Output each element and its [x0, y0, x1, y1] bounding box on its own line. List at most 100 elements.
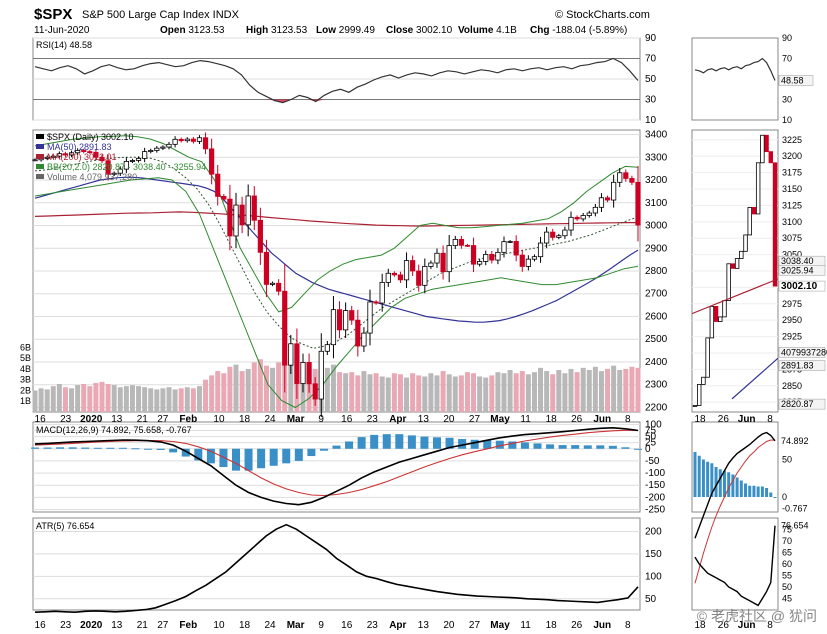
volume-bar [538, 367, 544, 412]
volume-bar [361, 371, 367, 412]
macd-tick: -100 [645, 468, 665, 479]
pane-frame-macd [32, 421, 641, 513]
rsi-tick: 90 [645, 33, 657, 44]
macd-histogram-bar [244, 448, 253, 471]
volume-bar [416, 375, 422, 412]
macd-tick: 0 [645, 444, 651, 455]
volume-bar [464, 372, 470, 412]
x-tick-label: 11 [520, 620, 531, 631]
volume-bar [343, 373, 349, 412]
x-tick-label: Apr [389, 620, 406, 631]
macd-histogram-bar [131, 448, 140, 450]
volume-bar [525, 374, 531, 412]
x-tick-label: 13 [418, 414, 430, 425]
zoom-candle-body [751, 206, 757, 215]
zoom-macd-tag: 74.892 [781, 436, 809, 446]
zoom-macd-bar [714, 467, 718, 497]
macd-histogram-bar [68, 447, 77, 449]
volume-bar [263, 365, 269, 412]
price-tick: 2600 [645, 311, 668, 322]
x-tick-label: Mar [287, 414, 305, 425]
ma200-line [34, 211, 638, 227]
volume-bar [495, 372, 501, 412]
candle-body [434, 252, 440, 264]
volume-bar [276, 362, 282, 412]
zoom-price-tick: 2950 [782, 315, 802, 325]
volume-bar [129, 385, 135, 412]
zoom-macd-bar [727, 472, 731, 497]
macd-histogram-bar [571, 445, 580, 449]
macd-histogram-bar [558, 445, 567, 449]
candle-body [525, 258, 531, 267]
zoom-macd-bar [748, 485, 752, 497]
zoom-macd-bar [693, 452, 697, 497]
x-tick-label: 20 [443, 414, 455, 425]
volume-bar [93, 382, 99, 412]
candle-body [166, 143, 172, 148]
price-tick: 2400 [645, 357, 668, 368]
x-tick-label: Mar [287, 620, 305, 631]
volume-bar [373, 373, 379, 412]
macd-histogram-bar [345, 441, 354, 449]
zoom-ma200-line [691, 278, 779, 315]
candle-body [531, 256, 538, 260]
candle-body [172, 138, 178, 145]
volume-bar [184, 387, 190, 412]
volume-bar [562, 373, 568, 412]
candle-body [623, 172, 629, 179]
volume-tick: 1B [20, 396, 31, 406]
candle-body [519, 254, 525, 267]
zoom-candle-body [730, 263, 736, 269]
zoom-atr-tick: 55 [782, 571, 792, 581]
volume-bar [117, 387, 123, 412]
volume-bar [635, 367, 641, 412]
volume-bar [203, 379, 209, 412]
macd-histogram-bar [294, 448, 303, 461]
x-tick-label: 21 [137, 414, 149, 425]
x-tick-label: 23 [60, 414, 72, 425]
volume-bar [87, 386, 93, 412]
volume-bar [489, 375, 495, 412]
macd-histogram-bar [420, 436, 429, 449]
volume-bar [75, 385, 81, 412]
atr-tick: 100 [645, 571, 662, 582]
zoom-candle-body [709, 306, 715, 339]
rsi-title: RSI(14) 48.58 [36, 40, 92, 50]
candle-body [483, 253, 489, 262]
candle-body [56, 153, 62, 157]
volume-bar [32, 390, 38, 412]
volume-bar [69, 388, 75, 412]
x-tick-label: May [490, 414, 510, 425]
macd-histogram-bar [634, 448, 642, 450]
quote-low: Low 2999.49 [316, 25, 375, 36]
zoom-candle-body [705, 337, 710, 378]
rsi-line [34, 57, 639, 104]
zoom-price-tick: 3075 [782, 233, 802, 243]
x-tick-label: 24 [265, 620, 277, 631]
atr-tick: 50 [645, 594, 657, 605]
volume-bar [190, 388, 196, 412]
macd-tick: -200 [645, 492, 665, 503]
quote-close: Close 3002.10 [386, 25, 453, 36]
x-tick-label: 16 [341, 414, 353, 425]
zoom-macd-bar [773, 497, 777, 498]
candle-body [416, 270, 422, 286]
volume-bar [172, 389, 178, 412]
candle-body [598, 197, 605, 208]
zoom-macd-bar [765, 488, 769, 497]
source-credit[interactable]: © StockCharts.com [555, 9, 650, 21]
candle-body [75, 150, 81, 154]
candle-body [190, 138, 196, 142]
volume-bar [410, 373, 416, 412]
zoom-candle-body [739, 250, 744, 259]
atr-title: ATR(5) 76.654 [36, 521, 94, 531]
atr-tick: 200 [645, 526, 662, 537]
x-tick-label: 23 [367, 414, 379, 425]
zoom-candle-body [772, 162, 778, 287]
candle-body [44, 156, 50, 159]
zoom-candle-body [713, 306, 719, 322]
macd-histogram-bar [583, 445, 592, 449]
volume-bar [550, 374, 556, 412]
zoom-candle-body [718, 316, 723, 322]
symbol: $SPX [34, 6, 73, 23]
